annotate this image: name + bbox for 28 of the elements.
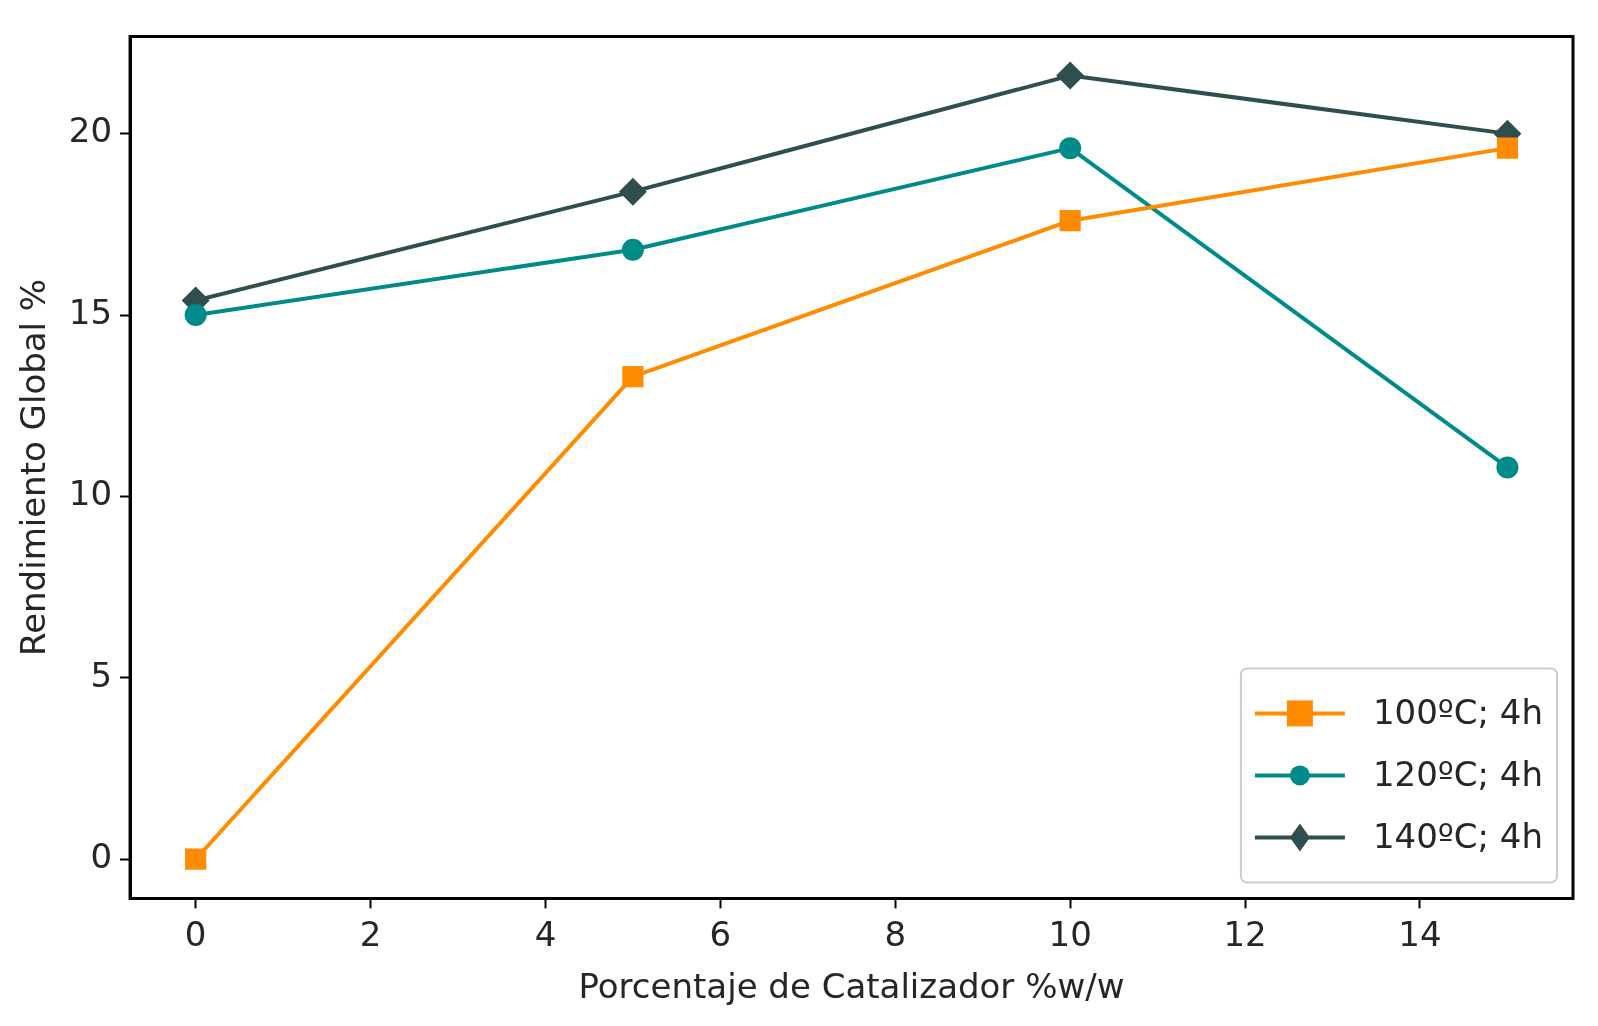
x-axis-title: Porcentaje de Catalizador %w/w — [578, 966, 1125, 1007]
y-axis-title: Rendimiento Global % — [13, 278, 54, 656]
x-tick-label: 0 — [184, 913, 207, 954]
y-tick-label: 5 — [90, 654, 113, 695]
point — [1059, 210, 1081, 232]
point — [622, 366, 644, 388]
point — [1059, 137, 1082, 160]
point — [621, 238, 644, 261]
legend-label: 100ºC; 4h — [1372, 692, 1544, 733]
y-tick-label: 20 — [68, 110, 113, 151]
y-tick-label: 15 — [68, 291, 113, 332]
x-tick-label: 10 — [1048, 913, 1092, 954]
x-tick-label: 2 — [359, 913, 382, 954]
y-tick-label: 0 — [90, 836, 113, 877]
x-tick-label: 4 — [534, 913, 557, 954]
x-tick-label: 6 — [709, 913, 732, 954]
point — [184, 304, 207, 327]
legend-label: 120ºC; 4h — [1372, 754, 1544, 795]
legend-label: 140ºC; 4h — [1372, 816, 1544, 857]
point — [1496, 137, 1519, 159]
x-tick-label: 8 — [884, 913, 907, 954]
point — [185, 848, 207, 870]
x-tick-label: 12 — [1223, 913, 1267, 954]
point — [618, 177, 647, 206]
x-tick-label: 14 — [1398, 913, 1442, 954]
y-tick-label: 10 — [68, 473, 113, 514]
point — [1056, 61, 1085, 90]
point — [1496, 456, 1519, 479]
